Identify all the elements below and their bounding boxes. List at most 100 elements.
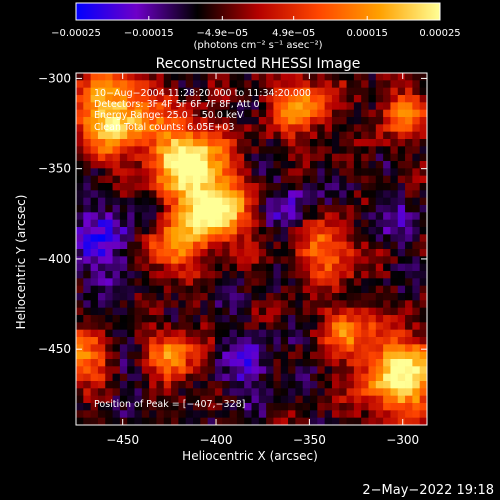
heatmap-cell	[178, 168, 187, 177]
heatmap-cell	[251, 124, 260, 133]
heatmap-cell	[353, 344, 362, 353]
heatmap-cell	[134, 117, 143, 125]
heatmap-cell	[156, 117, 165, 125]
heatmap-cell	[149, 395, 157, 404]
heatmap-cell	[185, 278, 194, 287]
heatmap-cell	[214, 212, 223, 221]
heatmap-cell	[288, 87, 296, 96]
heatmap-cell	[134, 285, 143, 294]
heatmap-cell	[97, 241, 106, 250]
heatmap-cell	[383, 344, 391, 353]
heatmap-cell	[244, 109, 252, 118]
heatmap-cell	[361, 183, 369, 191]
heatmap-cell	[331, 417, 340, 426]
heatmap-cell	[163, 80, 172, 89]
heatmap-cell	[193, 117, 201, 125]
heatmap-cell	[361, 124, 369, 133]
heatmap-cell	[97, 153, 106, 162]
heatmap-cell	[310, 197, 318, 206]
y-tick-label: −400	[38, 252, 71, 266]
heatmap-cell	[163, 139, 172, 147]
heatmap-cell	[368, 234, 377, 243]
heatmap-cell	[280, 388, 289, 397]
heatmap-cell	[317, 168, 326, 177]
heatmap-cell	[229, 139, 238, 147]
heatmap-cell	[288, 293, 296, 301]
heatmap-cell	[361, 344, 369, 353]
heatmap-cell	[419, 102, 428, 111]
heatmap-cell	[141, 80, 150, 89]
heatmap-cell	[193, 95, 201, 103]
heatmap-cell	[258, 87, 267, 96]
heatmap-cell	[156, 263, 165, 272]
heatmap-cell	[302, 102, 311, 111]
heatmap-cell	[127, 278, 135, 287]
heatmap-cell	[156, 285, 165, 294]
heatmap-cell	[258, 205, 267, 213]
heatmap-cell	[339, 117, 347, 125]
heatmap-cell	[353, 366, 362, 375]
heatmap-cell	[331, 388, 340, 397]
heatmap-cell	[405, 117, 413, 125]
heatmap-cell	[397, 117, 406, 125]
heatmap-cell	[178, 322, 187, 331]
heatmap-cell	[222, 190, 230, 199]
heatmap-cell	[112, 109, 121, 118]
heatmap-cell	[324, 102, 333, 111]
heatmap-cell	[193, 190, 201, 199]
heatmap-cell	[171, 256, 179, 265]
heatmap-cell	[317, 161, 326, 169]
heatmap-cell	[90, 139, 99, 147]
heatmap-cell	[236, 366, 245, 375]
heatmap-cell	[405, 131, 413, 140]
heatmap-cell	[280, 234, 289, 243]
heatmap-cell	[339, 131, 347, 140]
heatmap-cell	[193, 381, 201, 389]
heatmap-cell	[280, 168, 289, 177]
heatmap-cell	[266, 256, 274, 265]
heatmap-cell	[207, 241, 216, 250]
heatmap-cell	[361, 131, 369, 140]
heatmap-cell	[105, 219, 113, 228]
heatmap-cell	[405, 161, 413, 169]
heatmap-cell	[141, 359, 150, 367]
heatmap-cell	[214, 117, 223, 125]
heatmap-cell	[339, 366, 347, 375]
heatmap-cell	[383, 153, 391, 162]
heatmap-cell	[171, 161, 179, 169]
heatmap-cell	[288, 366, 296, 375]
heatmap-cell	[397, 359, 406, 367]
heatmap-cell	[134, 366, 143, 375]
heatmap-cell	[412, 263, 421, 272]
heatmap-cell	[412, 205, 421, 213]
heatmap-cell	[405, 307, 413, 316]
heatmap-cell	[178, 80, 187, 89]
heatmap-cell	[273, 234, 282, 243]
heatmap-cell	[244, 263, 252, 272]
heatmap-cell	[375, 410, 384, 419]
heatmap-cell	[310, 153, 318, 162]
heatmap-cell	[273, 315, 282, 323]
heatmap-cell	[310, 403, 318, 411]
heatmap-cell	[244, 337, 252, 345]
heatmap-cell	[288, 161, 296, 169]
heatmap-cell	[200, 329, 209, 338]
heatmap-cell	[200, 139, 209, 147]
heatmap-cell	[236, 337, 245, 345]
heatmap-cell	[317, 124, 326, 133]
heatmap-cell	[331, 190, 340, 199]
heatmap-cell	[90, 278, 99, 287]
heatmap-cell	[229, 263, 238, 272]
heatmap-cell	[324, 146, 333, 155]
heatmap-cell	[280, 175, 289, 184]
heatmap-cell	[375, 241, 384, 250]
heatmap-cell	[383, 197, 391, 206]
heatmap-cell	[193, 73, 201, 81]
heatmap-cell	[112, 403, 121, 411]
heatmap-cell	[346, 73, 355, 81]
heatmap-cell	[353, 381, 362, 389]
heatmap-cell	[383, 205, 391, 213]
heatmap-cell	[222, 73, 230, 81]
heatmap-cell	[214, 410, 223, 419]
heatmap-cell	[193, 219, 201, 228]
